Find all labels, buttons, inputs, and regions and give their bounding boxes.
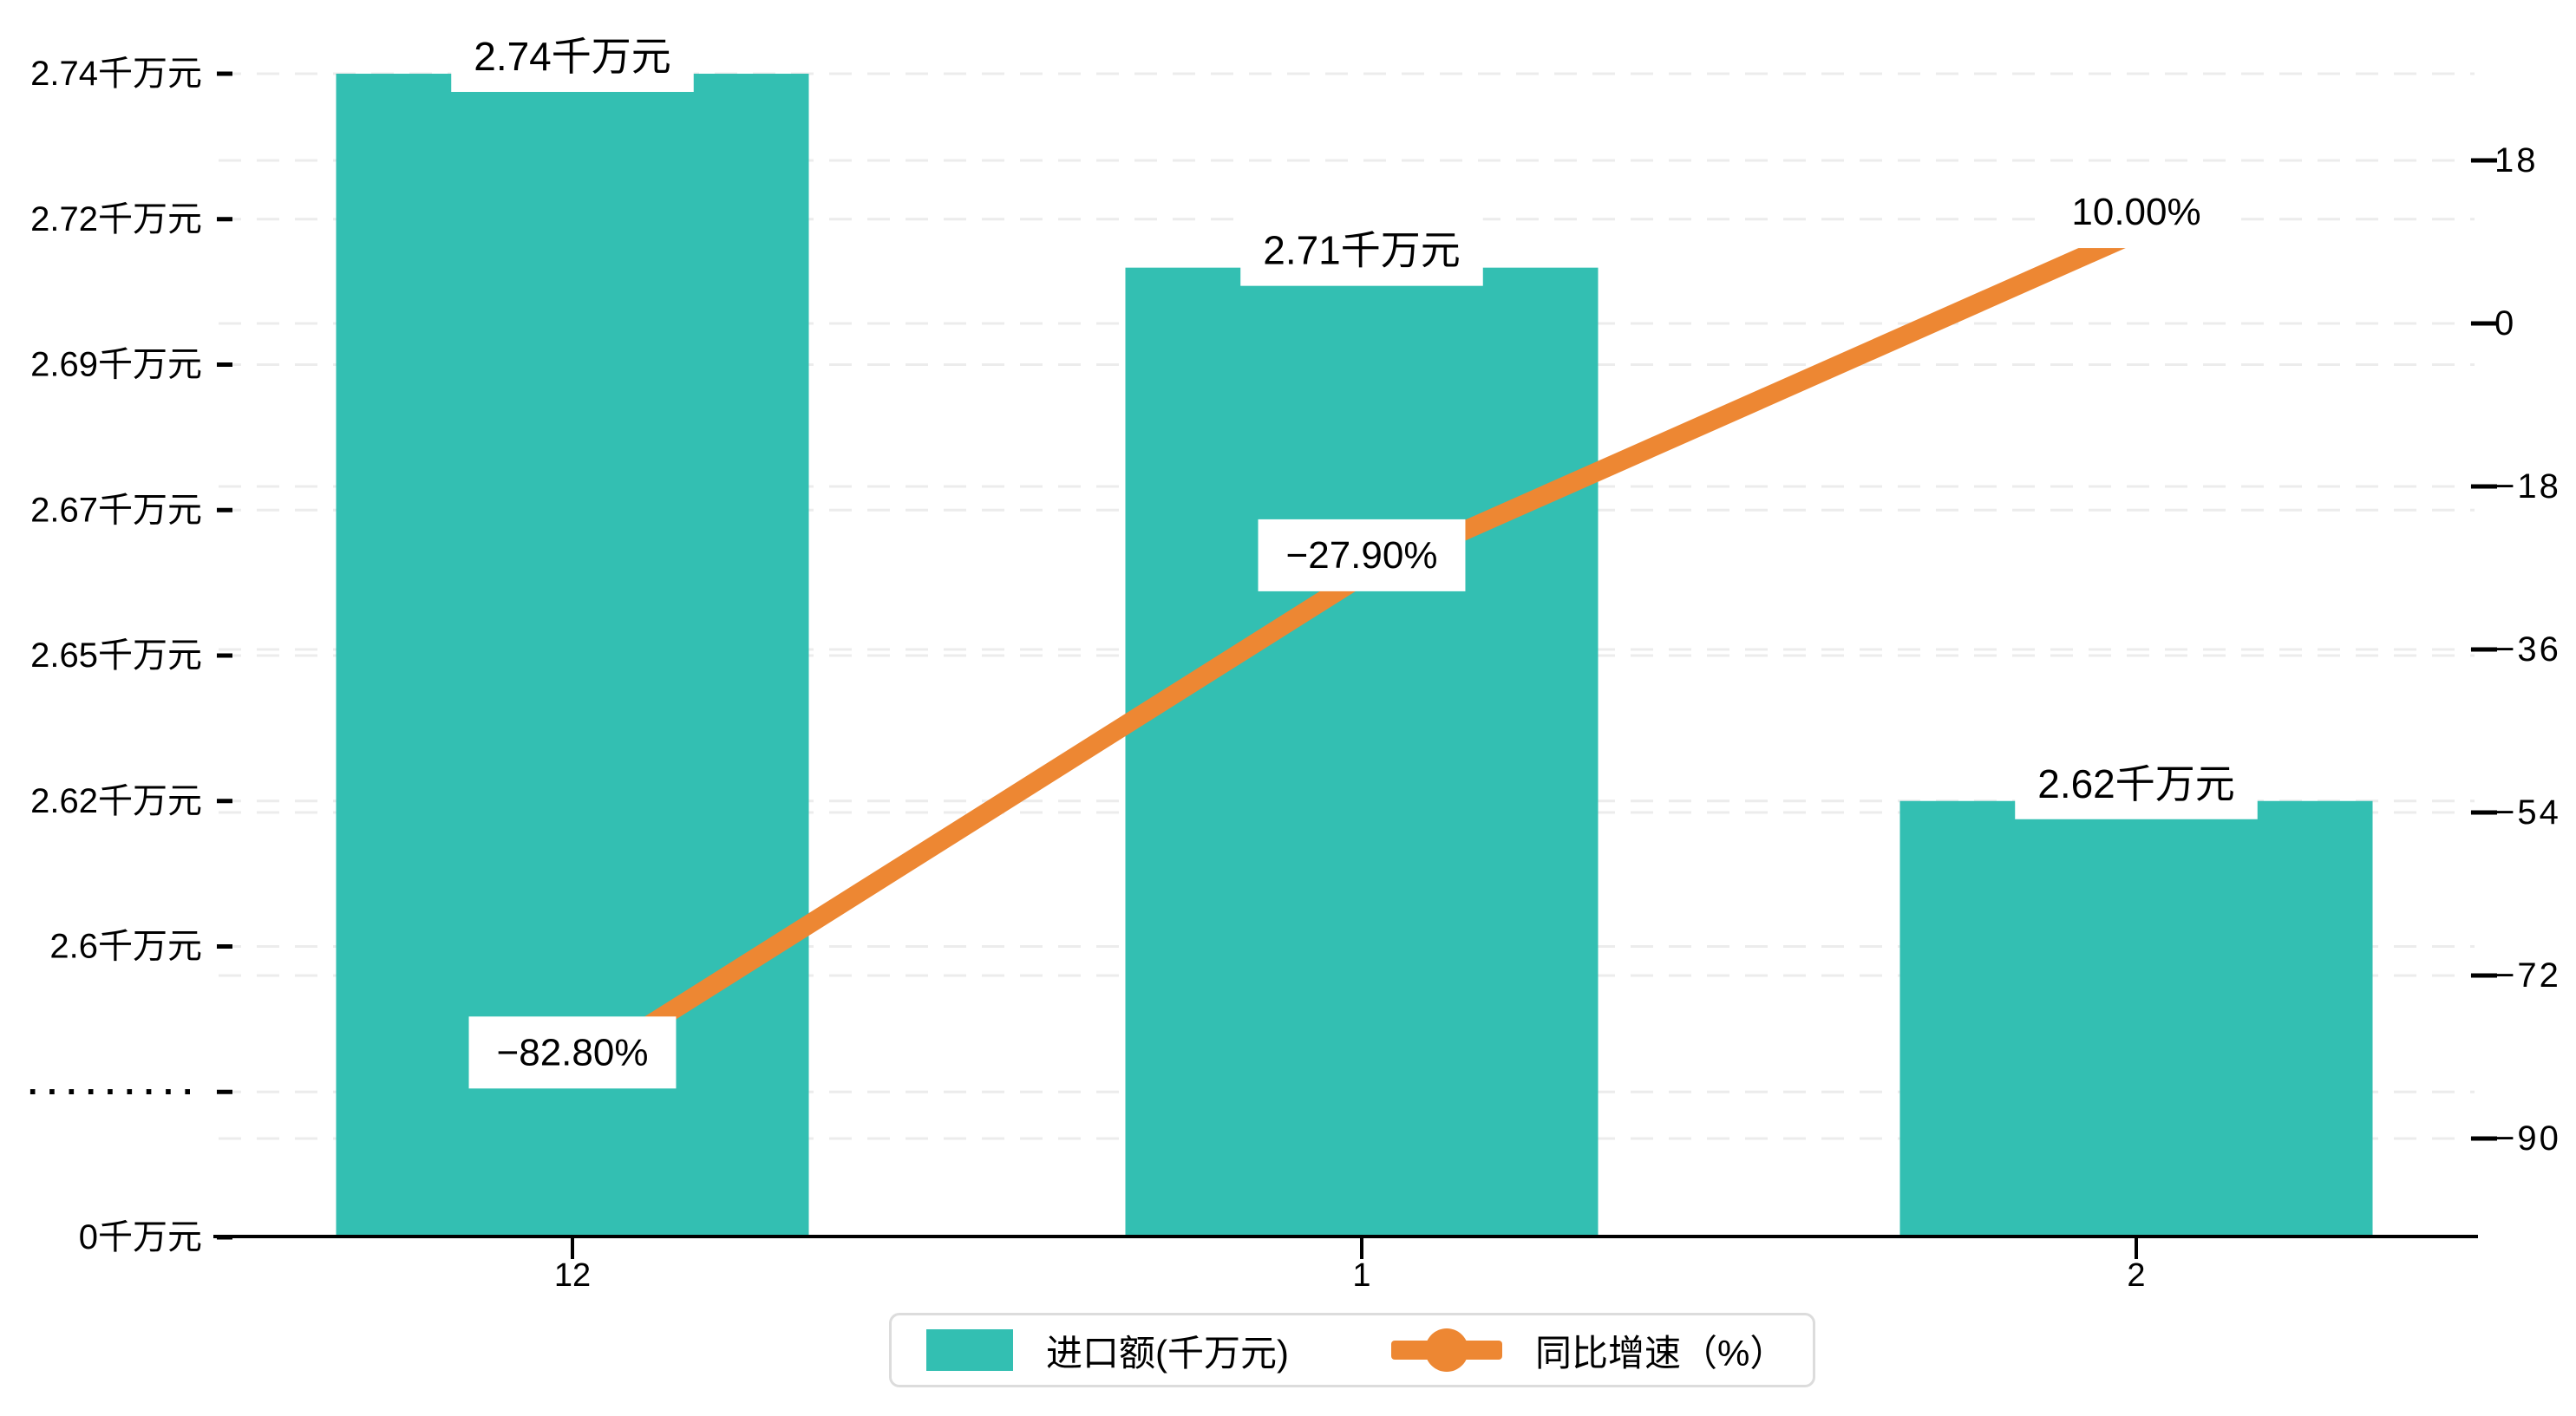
legend-item-growth[interactable]: 同比增速（%） [1390, 1324, 1787, 1377]
line-value-label-bg [2043, 176, 2229, 249]
bar-series-swatch-icon [926, 1329, 1013, 1371]
legend-bar-label: 进口额(千万元) [1046, 1332, 1289, 1374]
line-series-marker-icon [1390, 1328, 1502, 1372]
x-axis-category-label: 2 [2127, 1257, 2145, 1294]
right-axis-tick-label: −36 [2494, 630, 2561, 669]
bar-value-label-bg [1240, 214, 1483, 286]
line-value-label: −27.90% [1286, 534, 1438, 577]
left-axis-tick-label: 2.67千万元 [30, 491, 202, 529]
left-axis-tick-label: 2.6千万元 [49, 928, 202, 966]
right-axis-tick-label: 0 [2494, 304, 2516, 343]
bar-value-label: 2.74千万元 [474, 34, 671, 79]
line-value-label-bg [468, 1016, 677, 1089]
left-axis-tick-label: 2.74千万元 [30, 55, 202, 93]
legend-line-label: 同比增速（%） [1534, 1332, 1787, 1374]
right-axis-tick-label: 18 [2494, 141, 2539, 179]
line-value-label: 10.00% [2071, 191, 2200, 233]
axis-break-label: ········· [28, 1073, 202, 1111]
bar-value-label: 2.62千万元 [2037, 761, 2235, 806]
bar[interactable] [1899, 800, 2373, 1237]
line-value-label: −82.80% [497, 1031, 649, 1073]
left-axis-tick-label: 2.62千万元 [30, 782, 202, 820]
x-axis-category-label: 1 [1352, 1257, 1370, 1294]
right-axis-tick-label: −54 [2494, 793, 2561, 832]
right-axis-tick-label: −18 [2494, 467, 2561, 506]
bar-value-label: 2.71千万元 [1263, 228, 1461, 273]
legend: 进口额(千万元) 同比增速（%） [889, 1313, 1815, 1387]
bar[interactable] [1125, 267, 1599, 1237]
right-axis-tick-label: −90 [2494, 1119, 2561, 1158]
left-axis-tick-label: 2.72千万元 [30, 200, 202, 238]
bar-value-label-bg [2015, 747, 2258, 819]
right-axis-tick-label: −72 [2494, 956, 2561, 995]
legend-item-imports[interactable]: 进口额(千万元) [926, 1324, 1289, 1377]
bar-value-label-bg [451, 21, 694, 92]
left-axis-tick-label: 0千万元 [79, 1218, 202, 1256]
left-axis-tick-label: 2.69千万元 [30, 346, 202, 384]
left-axis-tick-label: 2.65千万元 [30, 636, 202, 675]
line-series-dot-icon [1424, 1328, 1468, 1372]
x-axis-category-label: 12 [554, 1257, 591, 1294]
line-value-label-bg [1258, 519, 1466, 591]
